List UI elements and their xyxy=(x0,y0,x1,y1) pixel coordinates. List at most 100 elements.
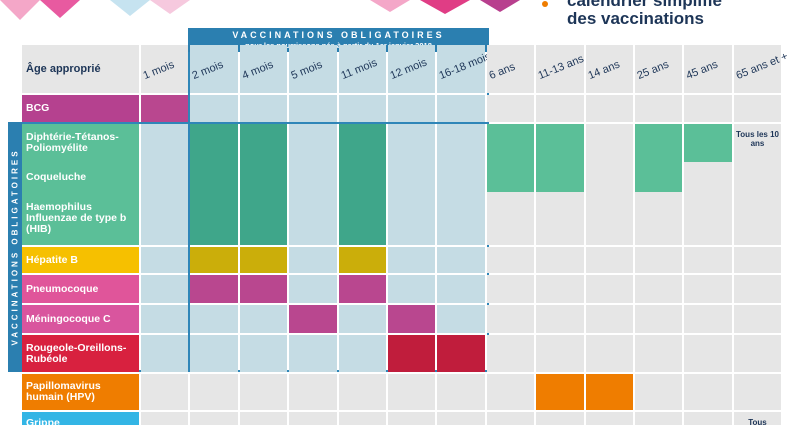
row-label: Hépatite B xyxy=(22,247,139,273)
title: calendrier simplifié des vaccinations xyxy=(567,0,722,28)
schedule-cell xyxy=(141,305,189,333)
schedule-cell xyxy=(585,247,633,273)
schedule-cell xyxy=(388,124,436,162)
schedule-cell xyxy=(635,247,683,273)
schedule-cell xyxy=(437,162,485,192)
schedule-cell xyxy=(733,374,782,410)
schedule-cell xyxy=(536,247,584,273)
schedule-cell xyxy=(536,162,584,192)
mandatory-banner: VACCINATIONS OBLIGATOIRES pour les nourr… xyxy=(188,28,489,52)
schedule-cell xyxy=(585,275,633,303)
title-line: des vaccinations xyxy=(567,9,705,28)
schedule-cell xyxy=(437,374,485,410)
corner-label: Âge approprié xyxy=(22,45,139,93)
schedule-cell xyxy=(585,374,633,410)
schedule-cell xyxy=(289,95,337,122)
schedule-cell xyxy=(338,162,386,192)
schedule-cell xyxy=(338,95,386,122)
schedule-cell xyxy=(635,124,683,162)
schedule-cell xyxy=(536,275,584,303)
schedule-cell xyxy=(437,335,485,372)
column-header-cell xyxy=(388,45,436,93)
column-header-cell xyxy=(239,45,288,93)
schedule-cell xyxy=(338,124,386,162)
schedule-cell xyxy=(684,335,732,372)
schedule-cell xyxy=(486,124,535,162)
schedule-cell xyxy=(141,247,189,273)
schedule-cell xyxy=(486,412,535,425)
schedule-cell xyxy=(437,275,485,303)
schedule-cell xyxy=(388,95,436,122)
schedule-cell xyxy=(536,374,584,410)
schedule-cell xyxy=(486,335,535,372)
schedule-cell xyxy=(239,192,288,245)
schedule-cell xyxy=(585,192,633,245)
schedule-cell xyxy=(141,124,189,162)
schedule-cell xyxy=(141,335,189,372)
row-label: Diphtérie-Tétanos-Poliomyélite xyxy=(22,124,139,162)
schedule-cell xyxy=(635,162,683,192)
column-header-cell xyxy=(437,45,485,93)
schedule-cell xyxy=(536,305,584,333)
schedule-cell xyxy=(635,95,683,122)
schedule-cell xyxy=(388,162,436,192)
schedule-cell xyxy=(388,335,436,372)
schedule-cell xyxy=(733,162,782,192)
schedule-cell xyxy=(585,124,633,162)
row-label: BCG xyxy=(22,95,139,122)
column-header-cell xyxy=(190,45,238,93)
schedule-cell xyxy=(388,192,436,245)
schedule-cell xyxy=(239,95,288,122)
side-strip xyxy=(8,122,22,372)
schedule-cell xyxy=(536,124,584,162)
schedule-cell xyxy=(338,247,386,273)
row-label: Grippe xyxy=(22,412,139,425)
schedule-cell xyxy=(437,95,485,122)
title-line: calendrier simplifié xyxy=(567,0,722,10)
row-label: Coqueluche xyxy=(22,162,139,192)
column-header-cell xyxy=(338,45,386,93)
schedule-cell xyxy=(486,162,535,192)
schedule-cell xyxy=(289,275,337,303)
schedule-cell xyxy=(684,124,732,162)
schedule-cell xyxy=(190,95,238,122)
schedule-cell xyxy=(733,95,782,122)
column-header-cell xyxy=(585,45,633,93)
schedule-cell xyxy=(190,275,238,303)
schedule-cell xyxy=(190,124,238,162)
schedule-cell xyxy=(289,124,337,162)
schedule-cell xyxy=(289,305,337,333)
schedule-cell xyxy=(536,192,584,245)
schedule-cell xyxy=(635,335,683,372)
schedule-cell xyxy=(684,305,732,333)
schedule-cell xyxy=(239,247,288,273)
schedule-cell xyxy=(733,124,782,162)
schedule-cell xyxy=(239,162,288,192)
schedule-cell xyxy=(486,247,535,273)
row-label: Rougeole-Oreillons-Rubéole xyxy=(22,335,139,372)
schedule-cell xyxy=(486,95,535,122)
schedule-cell xyxy=(388,412,436,425)
schedule-cell xyxy=(635,412,683,425)
schedule-cell xyxy=(141,95,189,122)
schedule-note: Tous xyxy=(748,418,767,425)
schedule-cell xyxy=(684,95,732,122)
column-header-cell xyxy=(536,45,584,93)
schedule-cell xyxy=(338,374,386,410)
schedule-cell xyxy=(338,275,386,303)
schedule-cell xyxy=(289,192,337,245)
schedule-cell xyxy=(239,275,288,303)
schedule-cell xyxy=(684,374,732,410)
schedule-cell xyxy=(437,412,485,425)
schedule-cell xyxy=(338,192,386,245)
schedule-cell xyxy=(585,412,633,425)
schedule-cell xyxy=(388,374,436,410)
row-label: Papillomavirus humain (HPV) xyxy=(22,374,139,410)
schedule-note: Tous les 10 ans xyxy=(736,130,779,148)
schedule-cell xyxy=(635,374,683,410)
schedule-cell xyxy=(733,247,782,273)
schedule-cell xyxy=(239,124,288,162)
schedule-cell xyxy=(289,412,337,425)
